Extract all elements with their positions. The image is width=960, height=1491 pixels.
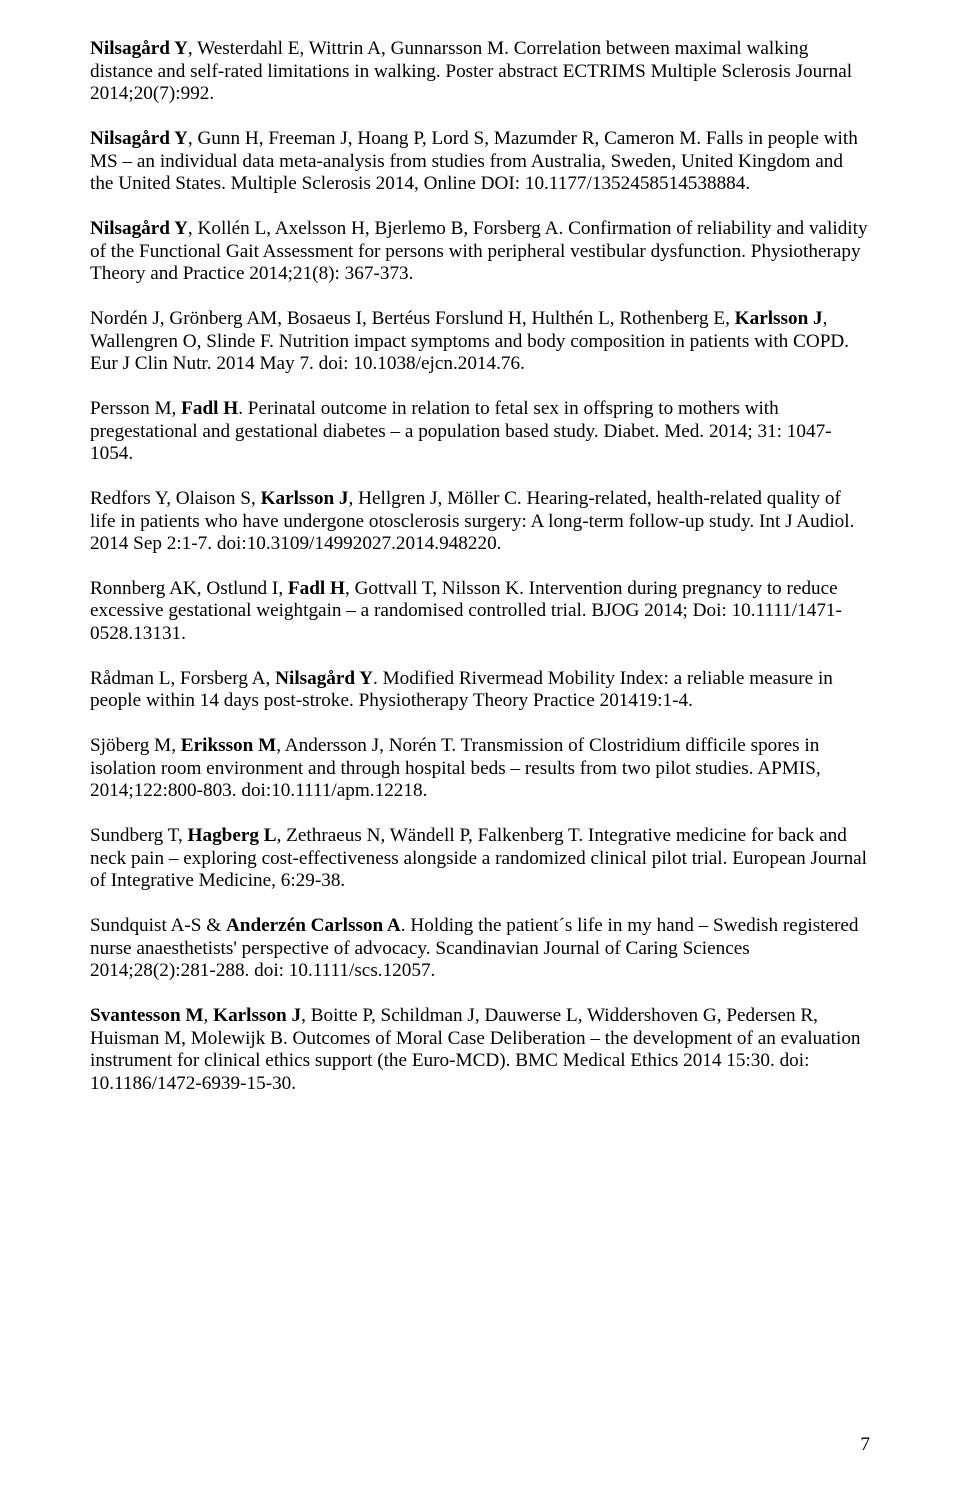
author-bold: Karlsson J bbox=[213, 1005, 301, 1026]
author-bold: Hagberg L bbox=[188, 825, 277, 846]
author-bold: Svantesson M bbox=[90, 1005, 204, 1026]
reference-paragraph: Sundberg T, Hagberg L, Zethraeus N, Wänd… bbox=[90, 825, 870, 893]
reference-text: , Kollén L, Axelsson H, Bjerlemo B, Fors… bbox=[90, 218, 868, 284]
reference-text: Redfors Y, Olaison S, bbox=[90, 488, 261, 509]
reference-paragraph: Nilsagård Y, Kollén L, Axelsson H, Bjerl… bbox=[90, 218, 870, 286]
author-bold: Nilsagård Y bbox=[90, 218, 188, 239]
reference-text: Sundquist A-S & bbox=[90, 915, 226, 936]
reference-text: Persson M, bbox=[90, 398, 181, 419]
author-bold: Nilsagård Y bbox=[275, 668, 373, 689]
reference-paragraph: Sjöberg M, Eriksson M, Andersson J, Noré… bbox=[90, 735, 870, 803]
author-bold: Fadl H bbox=[288, 578, 345, 599]
author-bold: Fadl H bbox=[181, 398, 238, 419]
reference-text: Ronnberg AK, Ostlund I, bbox=[90, 578, 288, 599]
reference-text: Sjöberg M, bbox=[90, 735, 181, 756]
author-bold: Karlsson J bbox=[735, 308, 823, 329]
reference-paragraph: Persson M, Fadl H. Perinatal outcome in … bbox=[90, 398, 870, 466]
author-bold: Eriksson M bbox=[181, 735, 276, 756]
reference-text: , bbox=[204, 1005, 214, 1026]
reference-text: Sundberg T, bbox=[90, 825, 188, 846]
page-number: 7 bbox=[860, 1434, 870, 1457]
paragraphs-container: Nilsagård Y, Westerdahl E, Wittrin A, Gu… bbox=[90, 38, 870, 1096]
author-bold: Karlsson J bbox=[261, 488, 349, 509]
reference-paragraph: Rådman L, Forsberg A, Nilsagård Y. Modif… bbox=[90, 668, 870, 713]
reference-paragraph: Sundquist A-S & Anderzén Carlsson A. Hol… bbox=[90, 915, 870, 983]
reference-text: , Gunn H, Freeman J, Hoang P, Lord S, Ma… bbox=[90, 128, 858, 194]
document-page: Nilsagård Y, Westerdahl E, Wittrin A, Gu… bbox=[0, 0, 960, 1491]
author-bold: Nilsagård Y bbox=[90, 128, 188, 149]
reference-paragraph: Ronnberg AK, Ostlund I, Fadl H, Gottvall… bbox=[90, 578, 870, 646]
reference-paragraph: Redfors Y, Olaison S, Karlsson J, Hellgr… bbox=[90, 488, 870, 556]
reference-text: , Westerdahl E, Wittrin A, Gunnarsson M.… bbox=[90, 38, 852, 104]
reference-paragraph: Nordén J, Grönberg AM, Bosaeus I, Bertéu… bbox=[90, 308, 870, 376]
reference-text: Rådman L, Forsberg A, bbox=[90, 668, 275, 689]
reference-paragraph: Svantesson M, Karlsson J, Boitte P, Schi… bbox=[90, 1005, 870, 1096]
author-bold: Anderzén Carlsson A bbox=[226, 915, 401, 936]
reference-text: Nordén J, Grönberg AM, Bosaeus I, Bertéu… bbox=[90, 308, 735, 329]
author-bold: Nilsagård Y bbox=[90, 38, 188, 59]
reference-paragraph: Nilsagård Y, Gunn H, Freeman J, Hoang P,… bbox=[90, 128, 870, 196]
reference-paragraph: Nilsagård Y, Westerdahl E, Wittrin A, Gu… bbox=[90, 38, 870, 106]
